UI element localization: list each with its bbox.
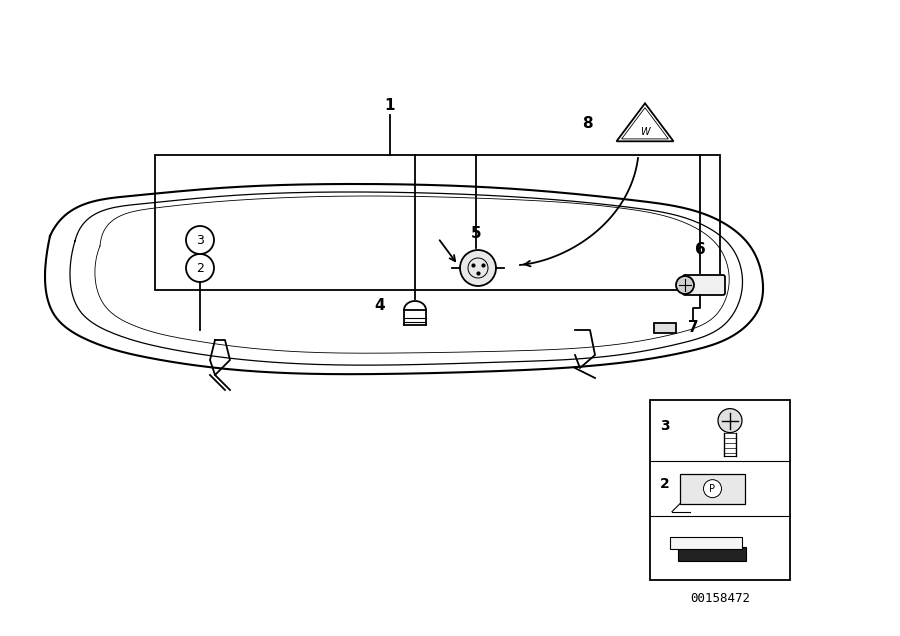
Text: 8: 8 <box>581 116 592 130</box>
Circle shape <box>676 276 694 294</box>
Text: 2: 2 <box>196 261 204 275</box>
Text: W: W <box>640 127 650 137</box>
Bar <box>650 400 790 580</box>
Polygon shape <box>616 103 673 141</box>
Circle shape <box>460 250 496 286</box>
Circle shape <box>186 226 214 254</box>
Text: 5: 5 <box>471 226 482 240</box>
Circle shape <box>718 408 742 432</box>
Text: 4: 4 <box>374 298 385 312</box>
Text: 7: 7 <box>688 321 698 336</box>
Bar <box>680 474 745 504</box>
Bar <box>654 323 676 333</box>
Bar <box>155 155 720 290</box>
Text: 3: 3 <box>660 418 670 432</box>
Bar <box>678 547 746 561</box>
FancyBboxPatch shape <box>683 275 725 295</box>
Bar <box>670 537 742 549</box>
Circle shape <box>186 254 214 282</box>
Text: 3: 3 <box>196 233 204 247</box>
Circle shape <box>704 480 722 497</box>
Text: 2: 2 <box>660 476 670 490</box>
Text: P: P <box>709 483 716 494</box>
Text: 6: 6 <box>695 242 706 258</box>
Text: 00158472: 00158472 <box>690 592 750 605</box>
Text: 1: 1 <box>385 97 395 113</box>
